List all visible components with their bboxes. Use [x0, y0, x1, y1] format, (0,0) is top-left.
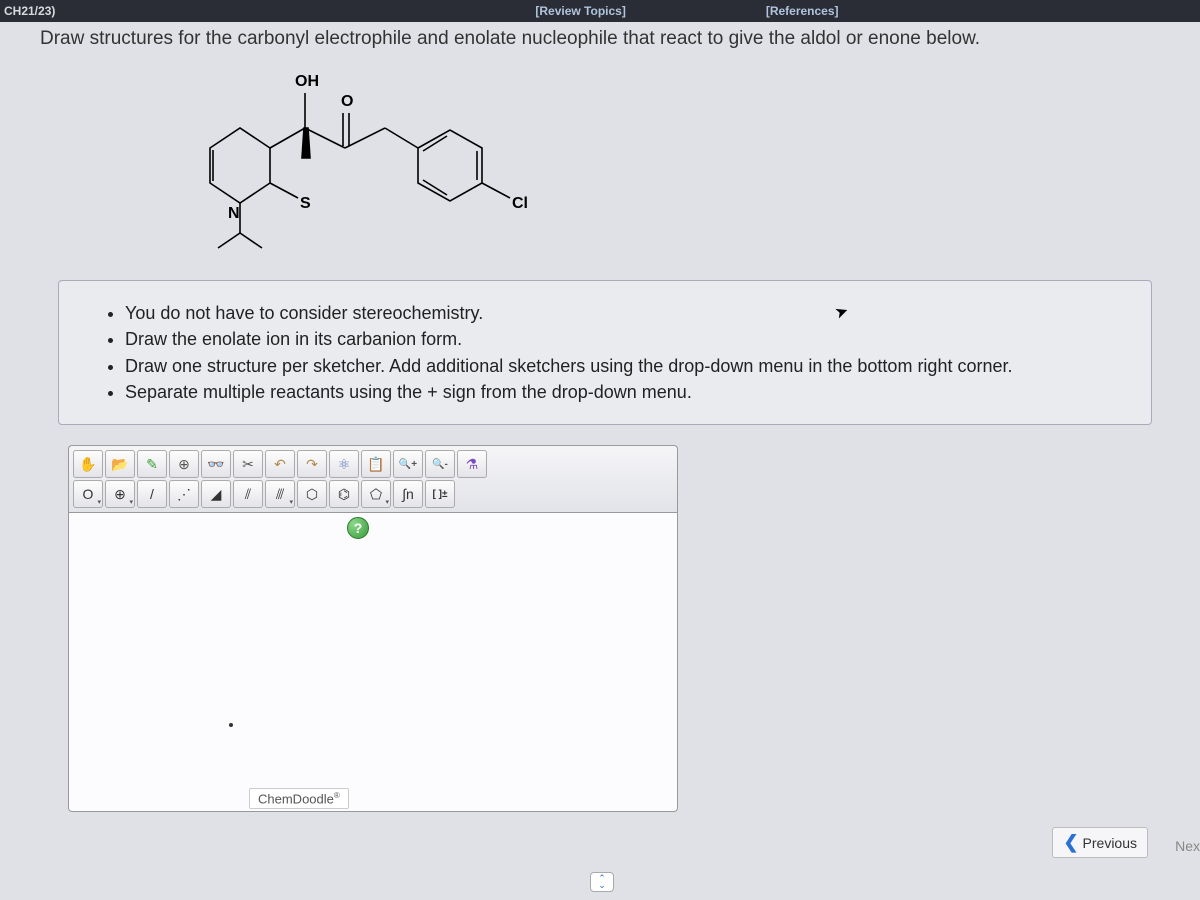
single-bond-btn[interactable]: / — [137, 480, 167, 508]
question-prompt: Draw structures for the carbonyl electro… — [40, 28, 1160, 50]
sketcher: ✋📂✎⊕👓✂↶↷⚛📋🔍+🔍-⚗ O▾⊕▾/⋰◢⫽⫻▾⬡⌬⬠▾∫n[ ]± ? C… — [68, 445, 678, 812]
zoom-in-icon[interactable]: 🔍+ — [393, 450, 423, 478]
zoom-out-icon[interactable]: 🔍- — [425, 450, 455, 478]
sketcher-canvas[interactable]: ? ChemDoodle® — [68, 512, 678, 812]
instruction-item: Draw one structure per sketcher. Add add… — [125, 354, 1121, 378]
references-link[interactable]: [References] — [766, 4, 839, 18]
pencil-icon[interactable]: ✎ — [137, 450, 167, 478]
redo-icon[interactable]: ↷ — [297, 450, 327, 478]
molecule-icon[interactable]: ⚛ — [329, 450, 359, 478]
next-hint: Nex — [1175, 838, 1200, 854]
add-atom-btn[interactable]: ⊕▾ — [105, 480, 135, 508]
undo-icon[interactable]: ↶ — [265, 450, 295, 478]
chemdoodle-brand: ChemDoodle® — [249, 788, 349, 809]
label-o: O — [341, 93, 353, 110]
wedge-bond-btn[interactable]: ◢ — [201, 480, 231, 508]
instruction-item: You do not have to consider stereochemis… — [125, 301, 1121, 325]
hand-icon[interactable]: ✋ — [73, 450, 103, 478]
instruction-item: Separate multiple reactants using the + … — [125, 380, 1121, 404]
chevron-left-icon: ❮ — [1063, 832, 1078, 853]
molecule-diagram: OH O N S Cl — [150, 58, 1160, 268]
content-area: Draw structures for the carbonyl electro… — [0, 22, 1200, 900]
previous-label: Previous — [1083, 835, 1137, 851]
paste-icon[interactable]: 📋 — [361, 450, 391, 478]
chemistry-icon[interactable]: ⚗ — [457, 450, 487, 478]
target-icon[interactable]: ⊕ — [169, 450, 199, 478]
review-topics-link[interactable]: [Review Topics] — [535, 4, 625, 18]
benzene-btn[interactable]: ⌬ — [329, 480, 359, 508]
instructions-box: You do not have to consider stereochemis… — [58, 280, 1152, 425]
previous-button[interactable]: ❮ Previous — [1052, 827, 1148, 858]
glasses-icon[interactable]: 👓 — [201, 450, 231, 478]
open-icon[interactable]: 📂 — [105, 450, 135, 478]
triple-bond-btn[interactable]: ⫻▾ — [265, 480, 295, 508]
dashed-bond-btn[interactable]: ⋰ — [169, 480, 199, 508]
label-s: S — [300, 195, 311, 212]
label-n: N — [228, 205, 240, 222]
help-button[interactable]: ? — [347, 517, 369, 539]
oxygen-atom-btn[interactable]: O▾ — [73, 480, 103, 508]
top-bar: CH21/23) [Review Topics] [References] — [0, 0, 1200, 22]
integral-btn[interactable]: ∫n — [393, 480, 423, 508]
label-cl: Cl — [512, 195, 528, 212]
double-bond-btn[interactable]: ⫽ — [233, 480, 263, 508]
chapter-label: CH21/23) — [4, 4, 55, 18]
sketcher-toolbar: ✋📂✎⊕👓✂↶↷⚛📋🔍+🔍-⚗ O▾⊕▾/⋰◢⫽⫻▾⬡⌬⬠▾∫n[ ]± — [68, 445, 678, 512]
canvas-dot — [229, 723, 233, 727]
cyclohexane-btn[interactable]: ⬡ — [297, 480, 327, 508]
bracket-btn[interactable]: [ ]± — [425, 480, 455, 508]
label-oh: OH — [295, 73, 319, 90]
instruction-item: Draw the enolate ion in its carbanion fo… — [125, 327, 1121, 351]
scissors-icon[interactable]: ✂ — [233, 450, 263, 478]
scroll-indicator[interactable]: ⌃⌄ — [590, 872, 614, 892]
cyclopentane-btn[interactable]: ⬠▾ — [361, 480, 391, 508]
